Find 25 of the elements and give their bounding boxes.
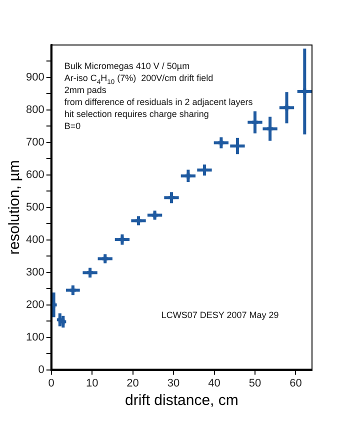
y-tick-label: 400 (26, 234, 44, 246)
y-tick-label: 100 (26, 331, 44, 344)
y-tick-label: 900 (26, 72, 44, 84)
x-tick-label: 30 (167, 377, 180, 390)
annotation: from difference of residuals in 2 adjacent layers (64, 97, 254, 107)
x-axis-title: drift distance, cm (124, 392, 238, 410)
x-tick-label: 50 (248, 377, 262, 390)
y-tick-label: 700 (26, 136, 44, 148)
y-tick-label: 0 (38, 364, 44, 376)
y-tick-label: 300 (26, 266, 44, 278)
annotation: hit selection requires charge sharing (64, 109, 209, 119)
x-tick-label: 20 (126, 377, 139, 390)
y-tick-label: 200 (26, 298, 44, 311)
y-tick-label: 500 (26, 201, 44, 214)
annotation: LCWS07 DESY 2007 May 29 (161, 310, 279, 320)
x-tick-label: 40 (208, 377, 220, 390)
x-tick-label: 10 (86, 377, 98, 390)
annotation: B=0 (64, 121, 81, 131)
annotation: Bulk Micromegas 410 V / 50µm (64, 61, 190, 71)
annotation: 2mm pads (64, 85, 107, 95)
y-tick-label: 800 (26, 104, 44, 116)
y-axis-title: resolution, µm (6, 160, 24, 255)
x-tick-label: 0 (48, 377, 54, 390)
x-tick-label: 60 (290, 377, 302, 390)
y-tick-label: 600 (26, 168, 44, 181)
